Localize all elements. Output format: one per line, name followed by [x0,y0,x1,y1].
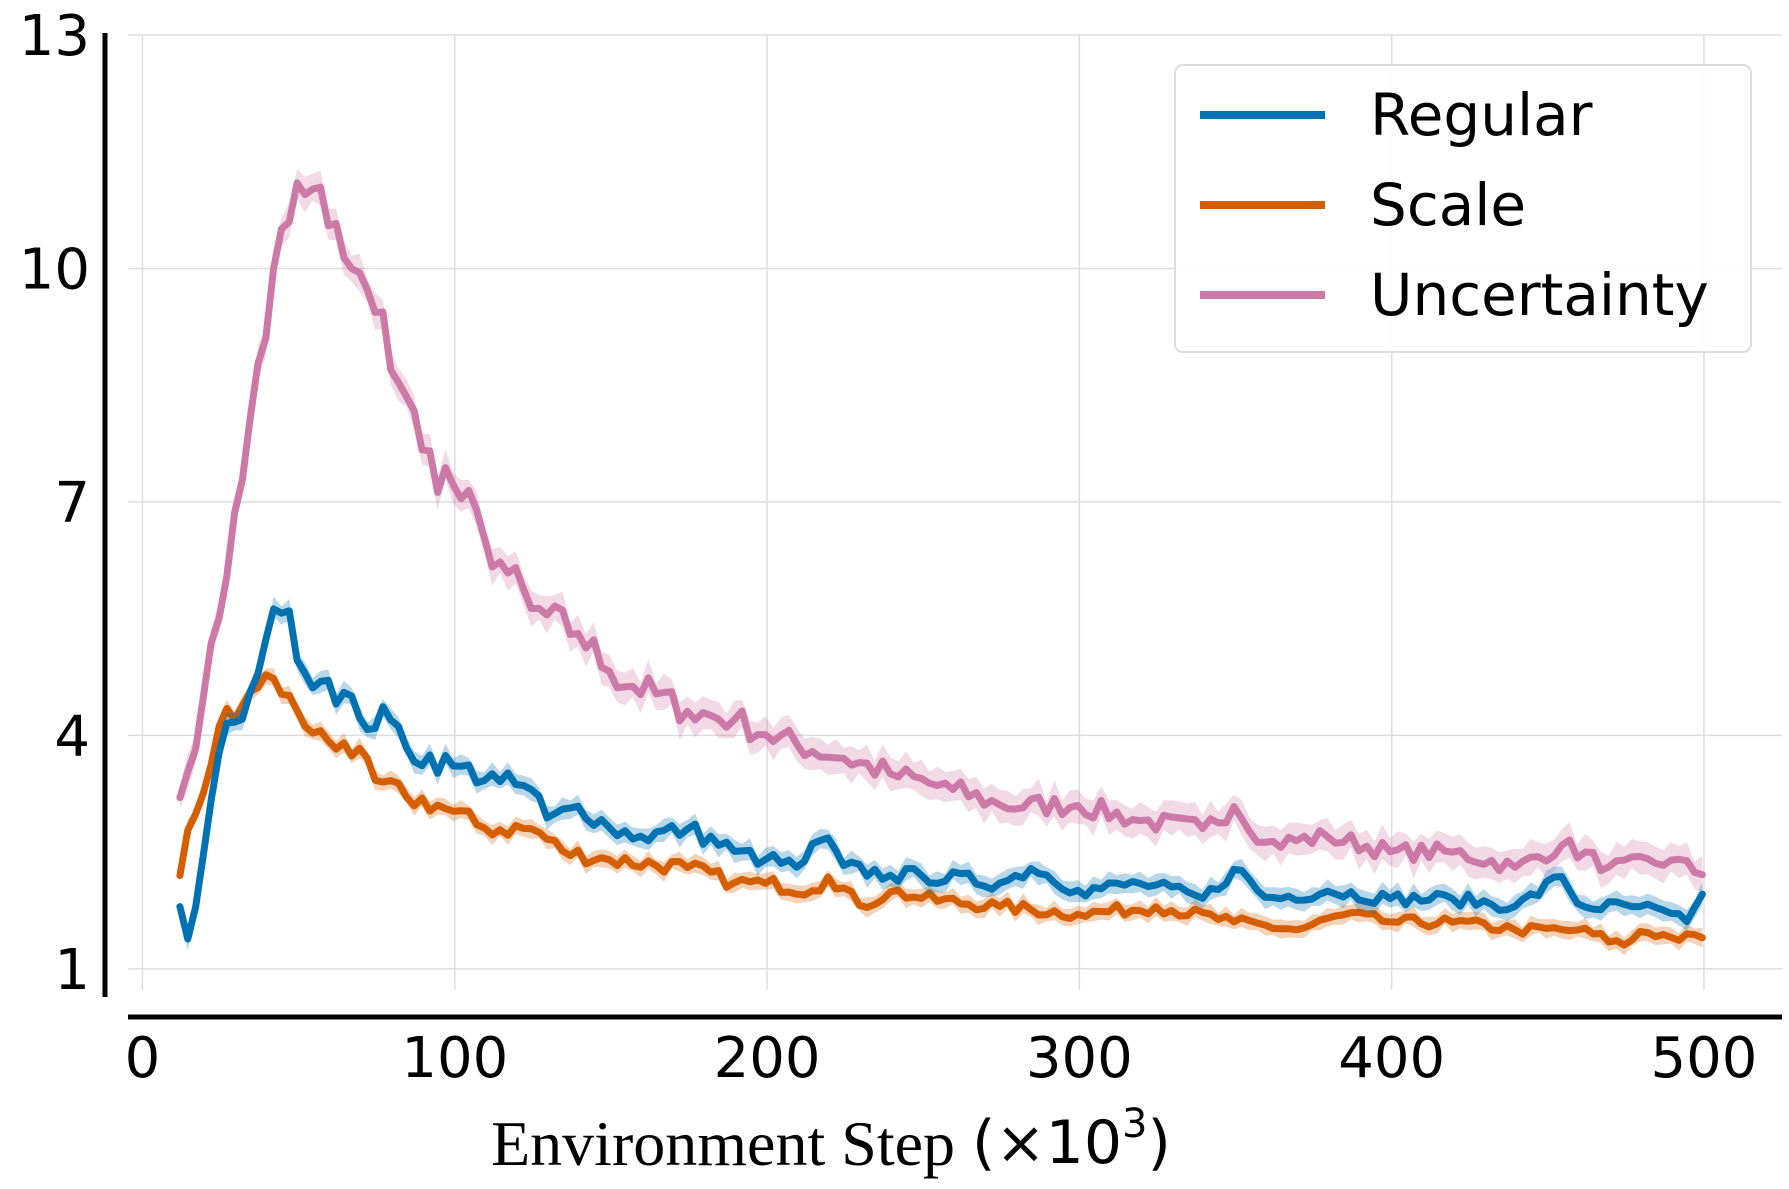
x-axis-unit-exponent: 3 [1122,1101,1147,1147]
y-tick-label: 4 [54,704,90,769]
x-tick-label: 100 [401,1026,508,1091]
x-tick-label: 0 [125,1026,161,1091]
x-axis-title: Environment Step (×103) [491,1101,1171,1179]
x-tick-label: 500 [1650,1026,1757,1091]
series-layer [176,169,1706,956]
series-line-scale [176,671,1706,949]
x-tick-label: 300 [1026,1026,1133,1091]
legend-label-scale: Scale [1370,171,1526,239]
series-line-regular [176,605,1706,943]
y-tick-label: 7 [54,471,90,536]
x-tick-label: 200 [714,1026,821,1091]
axes [102,33,1782,1020]
y-tick-label: 1 [54,938,90,1003]
x-tick-label: 400 [1338,1026,1445,1091]
x-axis-label: Environment Step [491,1108,955,1179]
legend-label-regular: Regular [1370,81,1593,149]
legend: Regular Scale Uncertainty [1174,64,1752,353]
x-axis-unit: (×103) [972,1101,1171,1178]
legend-label-uncertainty: Uncertainty [1370,261,1709,329]
series-line-uncertainty [176,179,1706,879]
legend-box [1174,64,1752,353]
y-tick-label: 13 [19,4,90,69]
tick-labels: 0 100 200 300 400 500 1 4 7 10 13 [19,4,1758,1091]
y-tick-label: 10 [19,237,90,302]
